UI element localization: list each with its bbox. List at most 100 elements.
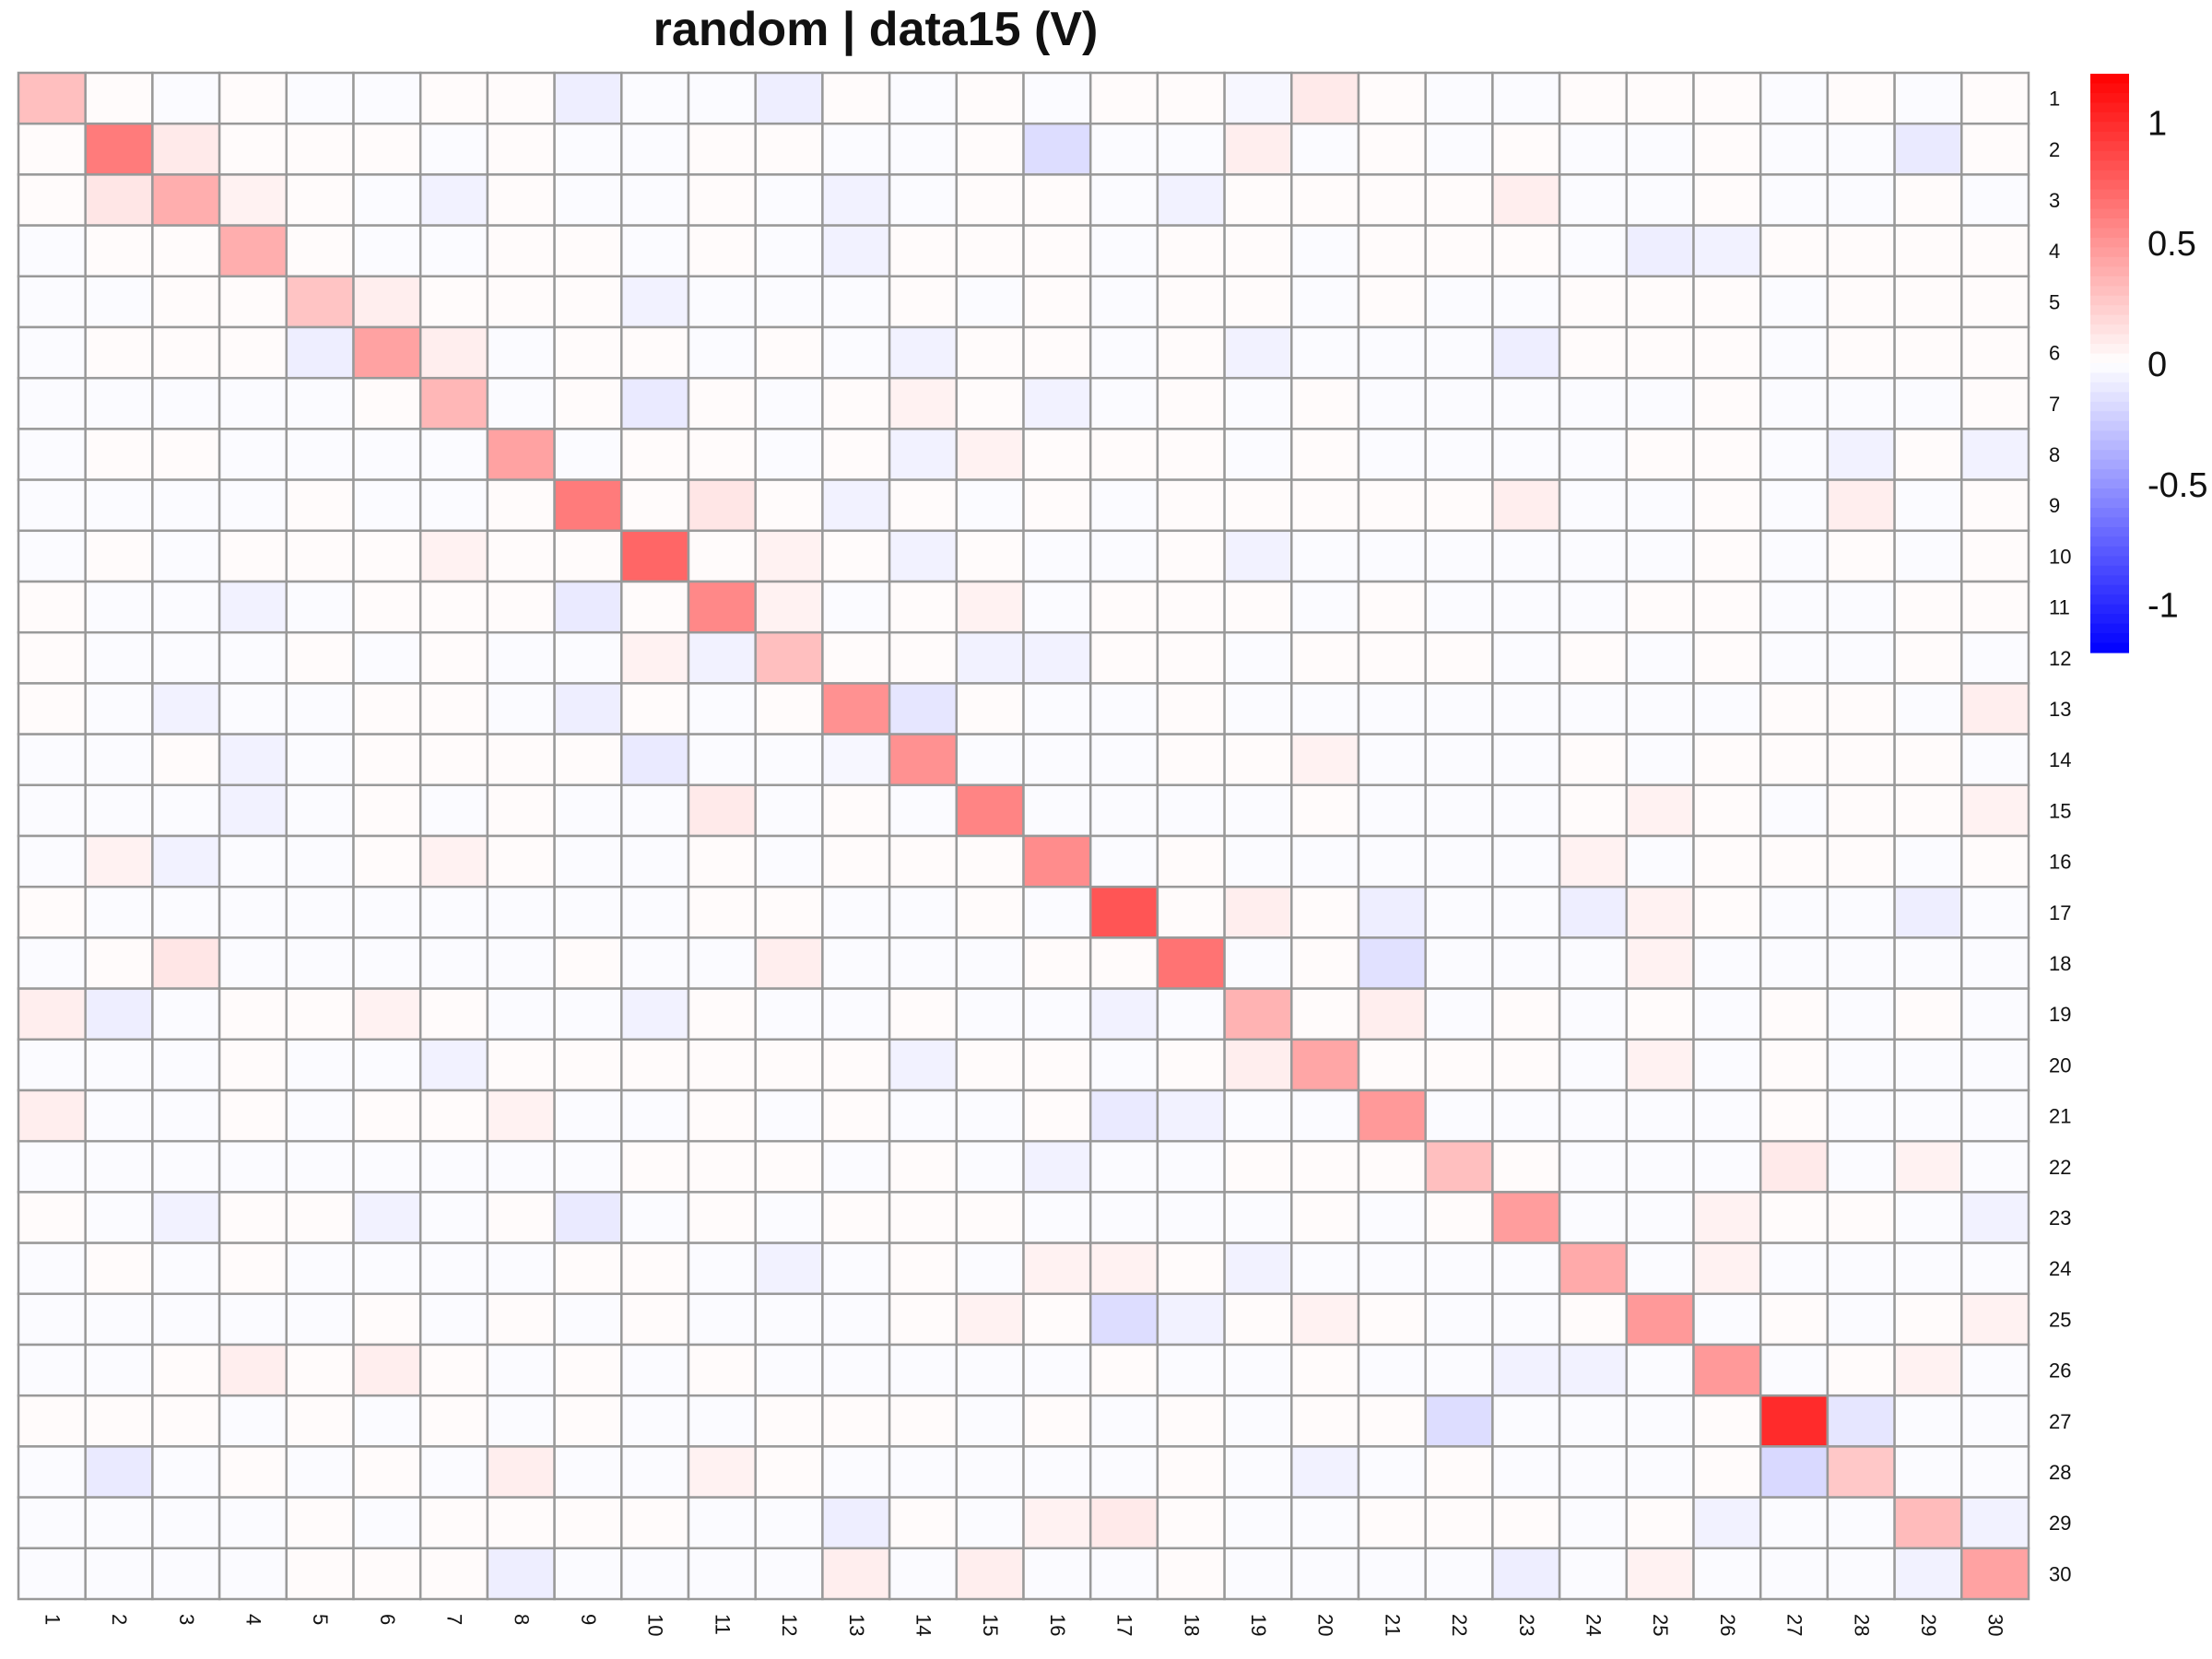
- heatmap-cell: [1491, 885, 1561, 939]
- colorbar-swatch: [2090, 141, 2129, 152]
- column-label: 15: [979, 1614, 1002, 1636]
- heatmap-cell: [1960, 682, 2030, 735]
- heatmap-cell: [352, 1088, 422, 1143]
- heatmap-cell: [1826, 1343, 1896, 1397]
- heatmap-cell: [888, 733, 959, 787]
- heatmap-cell: [285, 630, 355, 685]
- heatmap-cell: [754, 1445, 824, 1499]
- heatmap-cell: [418, 529, 489, 583]
- row-label: 13: [2049, 698, 2071, 721]
- heatmap-cell: [1826, 478, 1896, 533]
- heatmap-cell: [1960, 376, 2030, 430]
- heatmap-cell: [418, 376, 489, 430]
- heatmap-cell: [955, 478, 1025, 533]
- heatmap-cell: [1826, 224, 1896, 278]
- heatmap-cell: [687, 1139, 757, 1194]
- colorbar-swatch: [2090, 450, 2129, 461]
- heatmap-cell: [1223, 529, 1293, 583]
- heatmap-cell: [1357, 733, 1427, 787]
- heatmap-cell: [17, 1496, 87, 1550]
- heatmap-cell: [151, 478, 221, 533]
- column-label: 3: [175, 1614, 198, 1625]
- heatmap-cell: [754, 733, 824, 787]
- heatmap-cell: [84, 122, 154, 176]
- heatmap-cell: [1290, 682, 1360, 735]
- heatmap-cell: [17, 1088, 87, 1143]
- heatmap-cell: [1088, 834, 1159, 888]
- heatmap-cell: [218, 885, 288, 939]
- heatmap-cell: [620, 275, 690, 329]
- heatmap-cell: [84, 630, 154, 685]
- heatmap-cell: [1357, 580, 1427, 634]
- heatmap-cell: [1759, 580, 1830, 634]
- heatmap-cell: [486, 1038, 556, 1092]
- heatmap-cell: [553, 834, 623, 888]
- heatmap-cell: [1960, 1139, 2030, 1194]
- heatmap-cell: [352, 224, 422, 278]
- column-label: 16: [1046, 1614, 1069, 1636]
- heatmap-cell: [888, 376, 959, 430]
- colorbar-swatch: [2090, 546, 2129, 557]
- heatmap-cell: [486, 122, 556, 176]
- colorbar-swatch: [2090, 353, 2129, 364]
- heatmap-cell: [1424, 630, 1494, 685]
- heatmap-cell: [1558, 834, 1629, 888]
- heatmap-cell: [1960, 275, 2030, 329]
- heatmap-cell: [218, 1191, 288, 1244]
- row-label: 30: [2049, 1562, 2071, 1585]
- heatmap-cell: [1156, 1343, 1226, 1397]
- heatmap-cell: [17, 1191, 87, 1244]
- heatmap-cell: [1290, 173, 1360, 227]
- heatmap-cell: [687, 173, 757, 227]
- heatmap-cell: [955, 529, 1025, 583]
- heatmap-cell: [1692, 1445, 1762, 1499]
- heatmap-cell: [1692, 1547, 1762, 1601]
- colorbar-swatch: [2090, 286, 2129, 297]
- heatmap-cell: [821, 376, 891, 430]
- heatmap-cell: [888, 885, 959, 939]
- heatmap-cell: [1893, 325, 1963, 380]
- heatmap-cell: [285, 1191, 355, 1244]
- heatmap-cell: [1826, 71, 1896, 125]
- heatmap-cell: [620, 1038, 690, 1092]
- heatmap-cell: [1088, 936, 1159, 990]
- colorbar-swatch: [2090, 228, 2129, 239]
- heatmap-cell: [553, 275, 623, 329]
- heatmap-cell: [620, 1496, 690, 1550]
- heatmap-cell: [285, 71, 355, 125]
- colorbar-swatch: [2090, 295, 2129, 306]
- heatmap-cell: [1290, 275, 1360, 329]
- heatmap-cell: [1759, 376, 1830, 430]
- heatmap-cell: [17, 224, 87, 278]
- heatmap-cell: [418, 783, 489, 838]
- heatmap-cell: [218, 580, 288, 634]
- heatmap-cell: [888, 275, 959, 329]
- heatmap-cell: [1290, 936, 1360, 990]
- heatmap-cell: [352, 275, 422, 329]
- heatmap-cell: [821, 783, 891, 838]
- colorbar-swatch: [2090, 469, 2129, 480]
- heatmap-cell: [754, 1292, 824, 1347]
- heatmap-cell: [1558, 224, 1629, 278]
- heatmap-cell: [687, 1088, 757, 1143]
- heatmap-cell: [1223, 682, 1293, 735]
- colorbar-swatch: [2090, 102, 2129, 113]
- heatmap-cell: [84, 834, 154, 888]
- heatmap-cell: [1893, 1445, 1963, 1499]
- heatmap-cell: [1759, 1343, 1830, 1397]
- heatmap-cell: [84, 173, 154, 227]
- heatmap-cell: [486, 428, 556, 481]
- heatmap-cell: [17, 71, 87, 125]
- colorbar-swatch: [2090, 623, 2129, 634]
- heatmap-cell: [1088, 428, 1159, 481]
- heatmap-cell: [821, 1445, 891, 1499]
- row-label: 15: [2049, 799, 2071, 822]
- row-label: 7: [2049, 393, 2060, 416]
- heatmap-cell: [84, 885, 154, 939]
- heatmap-cell: [352, 529, 422, 583]
- heatmap-cell: [1290, 834, 1360, 888]
- heatmap-cell: [1357, 987, 1427, 1041]
- heatmap-cell: [1826, 1292, 1896, 1347]
- column-label: 8: [510, 1614, 533, 1625]
- heatmap-cell: [1960, 173, 2030, 227]
